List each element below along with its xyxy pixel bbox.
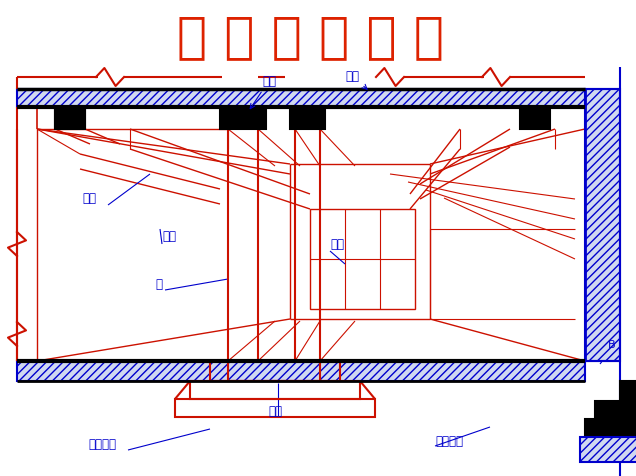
Bar — [175, 399, 375, 417]
Bar — [228, 361, 320, 381]
Bar — [310, 209, 415, 309]
Text: 柱 平 法 施 工 图: 柱 平 法 施 工 图 — [177, 13, 443, 61]
Text: 主梁: 主梁 — [250, 75, 276, 109]
Bar — [295, 108, 320, 361]
Bar — [520, 108, 550, 130]
Bar — [210, 361, 340, 381]
Text: 楼板: 楼板 — [345, 70, 367, 90]
Bar — [228, 108, 258, 361]
Text: 条形基础: 条形基础 — [435, 434, 463, 447]
Bar — [580, 437, 636, 462]
Bar — [290, 108, 325, 130]
Text: 次梁: 次梁 — [82, 192, 96, 205]
Bar — [17, 361, 585, 381]
Bar — [620, 381, 635, 401]
Text: 主梁: 主梁 — [162, 229, 176, 242]
Bar — [55, 108, 85, 130]
Text: 独立基础: 独立基础 — [88, 437, 116, 450]
Bar — [220, 108, 266, 130]
Bar — [595, 401, 636, 419]
Text: 地面: 地面 — [268, 404, 282, 417]
Bar — [585, 90, 620, 361]
Bar — [585, 419, 636, 439]
Text: B: B — [608, 339, 616, 349]
Bar — [17, 90, 585, 108]
Bar — [190, 381, 360, 399]
Text: 柱: 柱 — [155, 278, 162, 290]
Text: 次梁: 次梁 — [330, 238, 344, 250]
